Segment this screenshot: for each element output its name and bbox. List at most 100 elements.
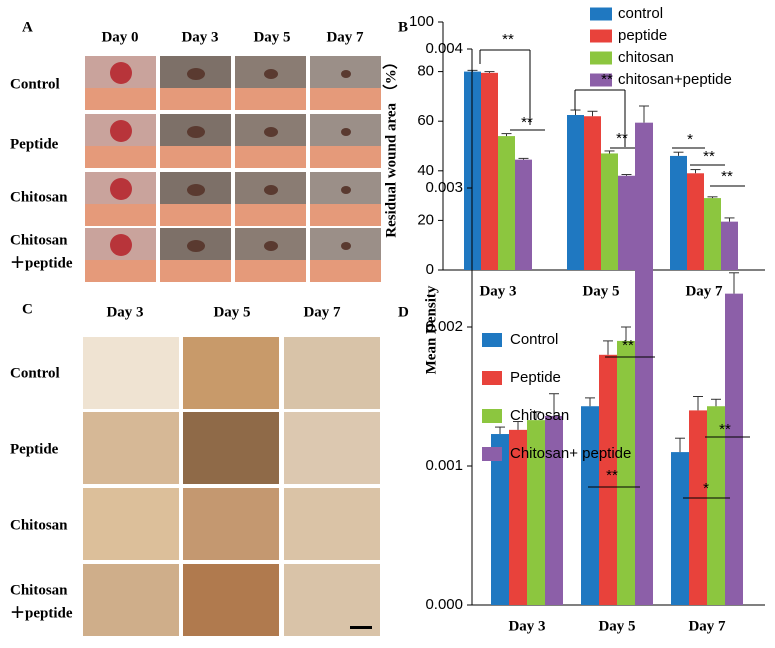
legend-swatch	[590, 51, 612, 65]
photo-wound	[264, 127, 278, 137]
histology-image	[183, 412, 279, 484]
y-tick-label: 0.004	[425, 40, 463, 57]
photo-wound	[187, 68, 205, 80]
x-tick-label: Day 7	[685, 283, 723, 299]
photo-wound	[341, 70, 351, 78]
column-label: Day 7	[303, 304, 341, 320]
significance-label: **	[721, 168, 733, 185]
column-label: Day 0	[101, 29, 138, 45]
legend-label: peptide	[618, 27, 667, 44]
column-label: Day 5	[253, 29, 290, 45]
bar	[671, 452, 689, 605]
panel-label: C	[22, 301, 33, 317]
y-axis-label: Mean Density	[423, 285, 439, 374]
photo-ruler	[160, 146, 231, 168]
x-tick-label: Day 5	[598, 618, 635, 634]
legend-label: chitosan+peptide	[618, 71, 732, 88]
histology-image	[83, 488, 179, 560]
photo-ruler	[85, 260, 156, 282]
legend-swatch	[590, 73, 612, 87]
y-tick-label: 0.001	[425, 457, 463, 474]
y-tick-label: 0	[426, 261, 434, 278]
bar	[481, 72, 498, 270]
column-label: Day 7	[326, 29, 364, 45]
histology-image	[83, 337, 179, 409]
photo-ruler	[85, 146, 156, 168]
bar	[545, 415, 563, 605]
bar	[509, 429, 527, 605]
bar	[704, 198, 721, 270]
photo-ruler	[85, 88, 156, 110]
significance-label: **	[622, 337, 634, 354]
photo-wound	[341, 128, 351, 136]
photo-ruler	[160, 204, 231, 226]
significance-label: **	[502, 31, 514, 48]
error-bar	[724, 217, 735, 222]
bar	[617, 340, 635, 605]
error-bar	[549, 393, 559, 416]
histology-image	[183, 488, 279, 560]
photo-wound	[341, 186, 351, 194]
row-label: Control	[10, 76, 60, 92]
bar	[599, 354, 617, 605]
legend-label: chitosan	[618, 49, 674, 66]
y-tick-label: 80	[417, 63, 434, 80]
error-bar	[707, 196, 718, 199]
photo-ruler	[235, 260, 306, 282]
bar	[670, 155, 687, 270]
bar	[581, 406, 599, 605]
panel-label: A	[22, 19, 33, 35]
error-bar	[585, 397, 595, 407]
error-bar	[673, 151, 684, 156]
significance-label: **	[703, 148, 715, 165]
column-label: Day 3	[181, 29, 218, 45]
y-tick-label: 100	[409, 13, 434, 30]
y-tick-label: 0.000	[425, 596, 463, 613]
row-label: Chitosan	[10, 582, 68, 598]
legend-label: Control	[510, 331, 558, 348]
bar	[721, 221, 738, 270]
panel-label: D	[398, 304, 409, 320]
photo-wound	[264, 69, 278, 79]
x-tick-label: Day 5	[582, 283, 619, 299]
legend-swatch	[482, 371, 502, 385]
photo-grid-c	[83, 337, 380, 636]
x-tick-label: Day 7	[688, 618, 726, 634]
photo-wound	[264, 241, 278, 251]
bar	[491, 434, 509, 605]
bar	[707, 406, 725, 605]
legend-label: Chitosan	[510, 407, 569, 424]
scale-bar	[350, 626, 372, 629]
y-axis-label: Residual wound area （%）	[381, 54, 399, 238]
photo-ruler	[235, 88, 306, 110]
photo-ruler	[235, 146, 306, 168]
bar	[515, 159, 532, 270]
photo-wound	[110, 178, 132, 200]
histology-image	[284, 564, 380, 636]
photo-ruler	[85, 204, 156, 226]
error-bar	[484, 71, 495, 73]
histology-image	[183, 564, 279, 636]
legend-swatch	[482, 333, 502, 347]
legend-swatch	[482, 409, 502, 423]
bar	[567, 115, 584, 270]
row-label: Chitosan	[10, 517, 68, 533]
error-bar	[693, 396, 703, 411]
error-bar	[690, 169, 701, 174]
photo-wound	[187, 126, 205, 138]
significance-label: **	[521, 114, 533, 131]
bar	[618, 175, 635, 270]
panel-label: B	[398, 19, 408, 35]
error-bar	[604, 150, 615, 154]
error-bar	[531, 411, 541, 421]
photo-ruler	[310, 146, 381, 168]
error-bar	[621, 326, 631, 341]
significance-label: *	[687, 131, 693, 148]
error-bar	[518, 157, 529, 160]
row-label: Chitosan	[10, 189, 68, 205]
legend-label: Peptide	[510, 369, 561, 386]
y-tick-label: 0.003	[425, 179, 463, 196]
bar	[689, 410, 707, 605]
photo-wound	[264, 185, 278, 195]
